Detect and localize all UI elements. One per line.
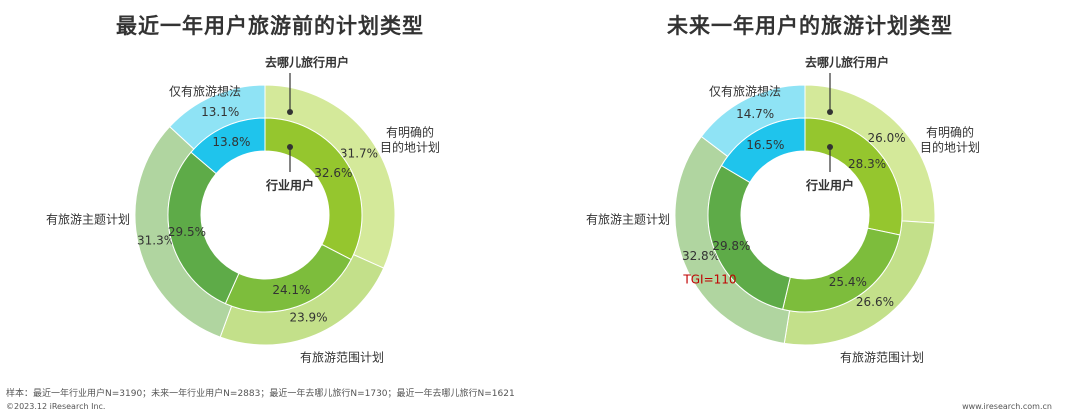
category-label-theme: 有旅游主题计划 xyxy=(586,213,670,227)
donut-chart-recent: 31.7% 23.9% 31.3% 13.1% 32.6% 24.1% 29.5% 13.8%… xyxy=(46,55,440,365)
website-url: www.iresearch.com.cn xyxy=(962,402,1052,411)
outer-value-label-idea: 14.7% xyxy=(736,107,774,121)
inner-value-label-range: 25.4% xyxy=(829,275,867,289)
sample-note: 样本：最近一年行业用户N=3190；未来一年行业用户N=2883；最近一年去哪儿… xyxy=(6,389,515,399)
outer-series-callout-dot xyxy=(827,109,833,115)
chart-title: 未来一年用户的旅游计划类型 xyxy=(667,14,953,38)
inner-slice-planned xyxy=(264,117,363,261)
category-label-theme: 有旅游主题计划 xyxy=(46,213,130,227)
donut-chart-future: 26.0% 26.6% 32.8% 14.7% 28.3% 25.4% 29.8% 16.5%… xyxy=(586,55,980,365)
outer-value-label-range: 23.9% xyxy=(289,311,327,325)
outer-value-label-theme: 32.8% xyxy=(682,249,720,263)
category-label-idea: 仅有旅游想法 xyxy=(169,84,241,99)
outer-series-callout-dot xyxy=(287,109,293,115)
inner-slice-idea xyxy=(720,117,806,184)
tgi-annotation: TGI=110 xyxy=(682,273,736,287)
category-label-range: 有旅游范围计划 xyxy=(300,351,384,365)
inner-value-label-planned: 28.3% xyxy=(848,157,886,171)
category-label-range: 有旅游范围计划 xyxy=(840,351,924,365)
category-label-idea: 仅有旅游想法 xyxy=(709,84,781,99)
category-label-planned: 有明确的 xyxy=(386,125,434,140)
inner-slice-theme xyxy=(707,164,791,310)
outer-value-label-planned: 31.7% xyxy=(340,147,378,161)
chart-panel-future: 未来一年用户的旅游计划类型 26.0% 26.6% 32.8% 14.7% 28.3% 2… xyxy=(540,0,1080,380)
outer-value-label-range: 26.6% xyxy=(856,295,894,309)
outer-value-label-idea: 13.1% xyxy=(201,105,239,119)
chart-panel-recent: 最近一年用户旅游前的计划类型 31.7% 23.9% 31.3% 13.1% 32.6%… xyxy=(0,0,540,380)
outer-value-label-planned: 26.0% xyxy=(868,131,906,145)
category-label-planned: 目的地计划 xyxy=(380,140,440,155)
category-label-planned: 目的地计划 xyxy=(920,140,980,155)
inner-value-label-idea: 13.8% xyxy=(212,135,250,149)
inner-value-label-theme: 29.8% xyxy=(712,239,750,253)
inner-value-label-range: 24.1% xyxy=(272,283,310,297)
outer-series-label: 去哪儿旅行用户 xyxy=(805,55,889,70)
inner-slice-idea xyxy=(190,117,266,175)
inner-series-label: 行业用户 xyxy=(805,178,854,193)
inner-value-label-planned: 32.6% xyxy=(314,166,352,180)
category-label-planned: 有明确的 xyxy=(926,125,974,140)
copyright: ©2023.12 iResearch Inc. xyxy=(6,402,106,411)
chart-title: 最近一年用户旅游前的计划类型 xyxy=(116,14,424,38)
outer-value-label-theme: 31.3% xyxy=(137,234,175,248)
inner-value-label-idea: 16.5% xyxy=(746,138,784,152)
inner-value-label-theme: 29.5% xyxy=(168,225,206,239)
inner-series-label: 行业用户 xyxy=(265,178,314,193)
outer-series-label: 去哪儿旅行用户 xyxy=(265,55,349,70)
